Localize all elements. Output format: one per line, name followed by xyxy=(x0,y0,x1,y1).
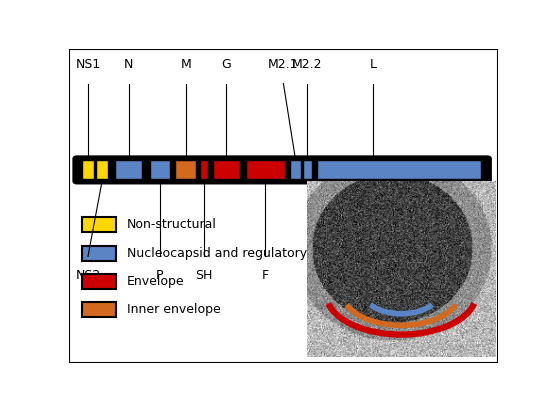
Bar xyxy=(82,302,116,317)
Text: Non-structural: Non-structural xyxy=(127,218,217,231)
Text: NS2: NS2 xyxy=(75,269,101,282)
Bar xyxy=(175,160,196,180)
Text: F: F xyxy=(262,269,269,282)
Text: N: N xyxy=(124,58,133,71)
Text: M2.1: M2.1 xyxy=(268,58,299,71)
Text: M: M xyxy=(180,58,191,71)
Bar xyxy=(213,160,239,180)
Text: NS1: NS1 xyxy=(75,58,101,71)
Bar xyxy=(317,160,482,180)
Text: Inner envelope: Inner envelope xyxy=(127,303,221,316)
Bar xyxy=(82,217,116,233)
Bar xyxy=(82,160,94,180)
Text: M2.2: M2.2 xyxy=(292,58,322,71)
Text: P: P xyxy=(156,269,164,282)
Bar xyxy=(82,246,116,261)
Text: Envelope: Envelope xyxy=(127,275,185,288)
Bar xyxy=(96,160,108,180)
Bar xyxy=(246,160,285,180)
Bar xyxy=(290,160,301,180)
Bar xyxy=(82,274,116,289)
Bar xyxy=(150,160,170,180)
FancyBboxPatch shape xyxy=(74,156,491,184)
Bar xyxy=(116,160,142,180)
Bar xyxy=(200,160,208,180)
Text: SH: SH xyxy=(195,269,213,282)
Text: Nucleocapsid and regulatory: Nucleocapsid and regulatory xyxy=(127,247,307,259)
Bar xyxy=(303,160,312,180)
Text: G: G xyxy=(222,58,231,71)
Text: L: L xyxy=(370,58,377,71)
